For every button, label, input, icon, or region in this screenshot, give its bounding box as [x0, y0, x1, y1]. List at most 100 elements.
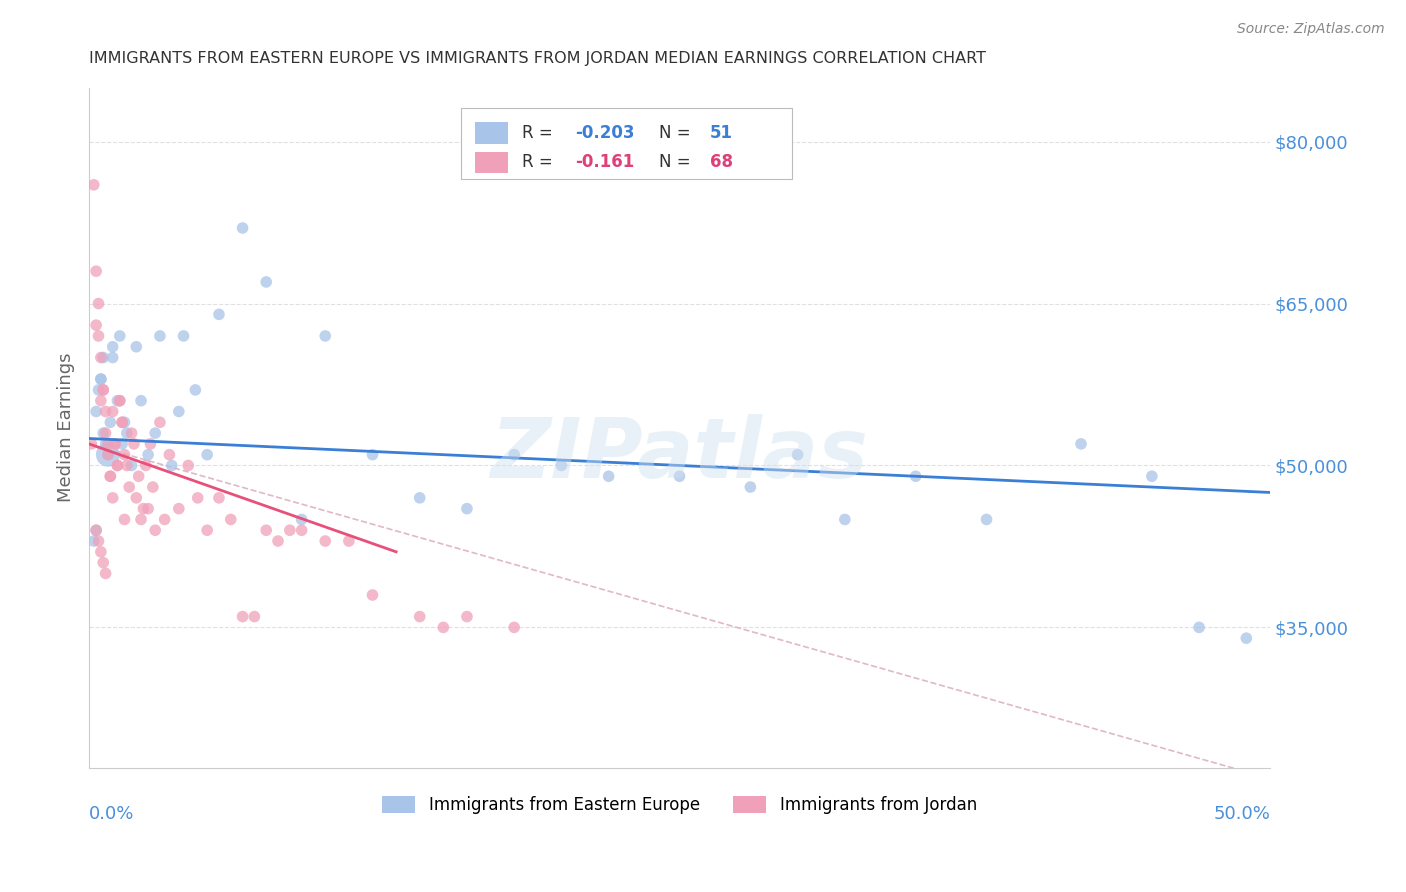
Point: [121, 426, 143, 441]
Point: [157, 448, 180, 462]
Legend: Immigrants from Eastern Europe, Immigrants from Jordan: Immigrants from Eastern Europe, Immigran…: [375, 789, 984, 821]
Point: [91, 351, 114, 365]
Point: [125, 340, 148, 354]
Point: [84, 523, 107, 537]
Point: [598, 469, 620, 483]
Point: [118, 480, 141, 494]
Point: [80, 437, 103, 451]
Point: [177, 458, 200, 473]
Y-axis label: Median Earnings: Median Earnings: [58, 353, 75, 502]
Point: [904, 469, 927, 483]
Text: 68: 68: [710, 153, 733, 171]
Point: [167, 501, 190, 516]
Point: [87, 383, 110, 397]
Text: 51: 51: [710, 124, 733, 142]
Point: [668, 469, 690, 483]
Point: [167, 404, 190, 418]
Point: [111, 415, 134, 429]
Point: [337, 534, 360, 549]
Text: 50.0%: 50.0%: [1213, 805, 1270, 823]
Point: [267, 534, 290, 549]
Point: [83, 534, 105, 549]
Point: [314, 534, 336, 549]
Point: [97, 448, 120, 462]
Point: [104, 437, 127, 451]
Point: [142, 480, 165, 494]
Point: [90, 372, 112, 386]
Point: [97, 437, 120, 451]
Point: [740, 480, 762, 494]
Point: [149, 415, 172, 429]
Text: N =: N =: [659, 153, 696, 171]
Point: [91, 556, 114, 570]
Point: [195, 448, 218, 462]
Text: 0.0%: 0.0%: [89, 805, 135, 823]
Point: [254, 523, 277, 537]
Point: [98, 469, 121, 483]
Point: [129, 512, 152, 526]
Point: [1140, 469, 1163, 483]
Point: [87, 329, 110, 343]
Point: [128, 469, 150, 483]
Point: [108, 329, 131, 343]
Point: [114, 448, 136, 462]
Point: [786, 448, 808, 462]
FancyBboxPatch shape: [475, 152, 509, 173]
Point: [1234, 631, 1257, 645]
Point: [136, 448, 159, 462]
Point: [243, 609, 266, 624]
Point: [107, 393, 129, 408]
Point: [291, 523, 314, 537]
Point: [456, 501, 478, 516]
FancyBboxPatch shape: [475, 122, 509, 145]
Point: [84, 523, 107, 537]
Point: [107, 458, 129, 473]
Point: [98, 415, 121, 429]
Point: [97, 448, 120, 462]
Point: [149, 329, 172, 343]
Point: [108, 393, 131, 408]
Text: R =: R =: [523, 153, 558, 171]
Point: [83, 178, 105, 192]
Point: [91, 426, 114, 441]
Point: [87, 296, 110, 310]
Point: [101, 340, 124, 354]
Point: [208, 491, 231, 505]
Point: [87, 534, 110, 549]
Point: [254, 275, 277, 289]
Point: [361, 448, 384, 462]
Point: [115, 458, 138, 473]
Point: [278, 523, 301, 537]
Text: IMMIGRANTS FROM EASTERN EUROPE VS IMMIGRANTS FROM JORDAN MEDIAN EARNINGS CORRELA: IMMIGRANTS FROM EASTERN EUROPE VS IMMIGR…: [89, 51, 986, 66]
Text: N =: N =: [659, 124, 696, 142]
Point: [456, 609, 478, 624]
Point: [160, 458, 183, 473]
Point: [361, 588, 384, 602]
Point: [122, 437, 145, 451]
Point: [834, 512, 856, 526]
Point: [1070, 437, 1092, 451]
Point: [91, 383, 114, 397]
Point: [84, 318, 107, 333]
Point: [409, 609, 432, 624]
Point: [121, 458, 143, 473]
Point: [90, 372, 112, 386]
Point: [108, 393, 131, 408]
Point: [132, 501, 155, 516]
Point: [101, 351, 124, 365]
Point: [104, 437, 127, 451]
Point: [232, 609, 254, 624]
Point: [232, 221, 254, 235]
Point: [98, 469, 121, 483]
Point: [94, 404, 117, 418]
Point: [135, 458, 157, 473]
Point: [115, 426, 138, 441]
Point: [97, 448, 120, 462]
Point: [90, 545, 112, 559]
Point: [432, 620, 454, 634]
Point: [503, 620, 526, 634]
Point: [114, 415, 136, 429]
Text: Source: ZipAtlas.com: Source: ZipAtlas.com: [1237, 22, 1385, 37]
Point: [114, 512, 136, 526]
Point: [409, 491, 432, 505]
